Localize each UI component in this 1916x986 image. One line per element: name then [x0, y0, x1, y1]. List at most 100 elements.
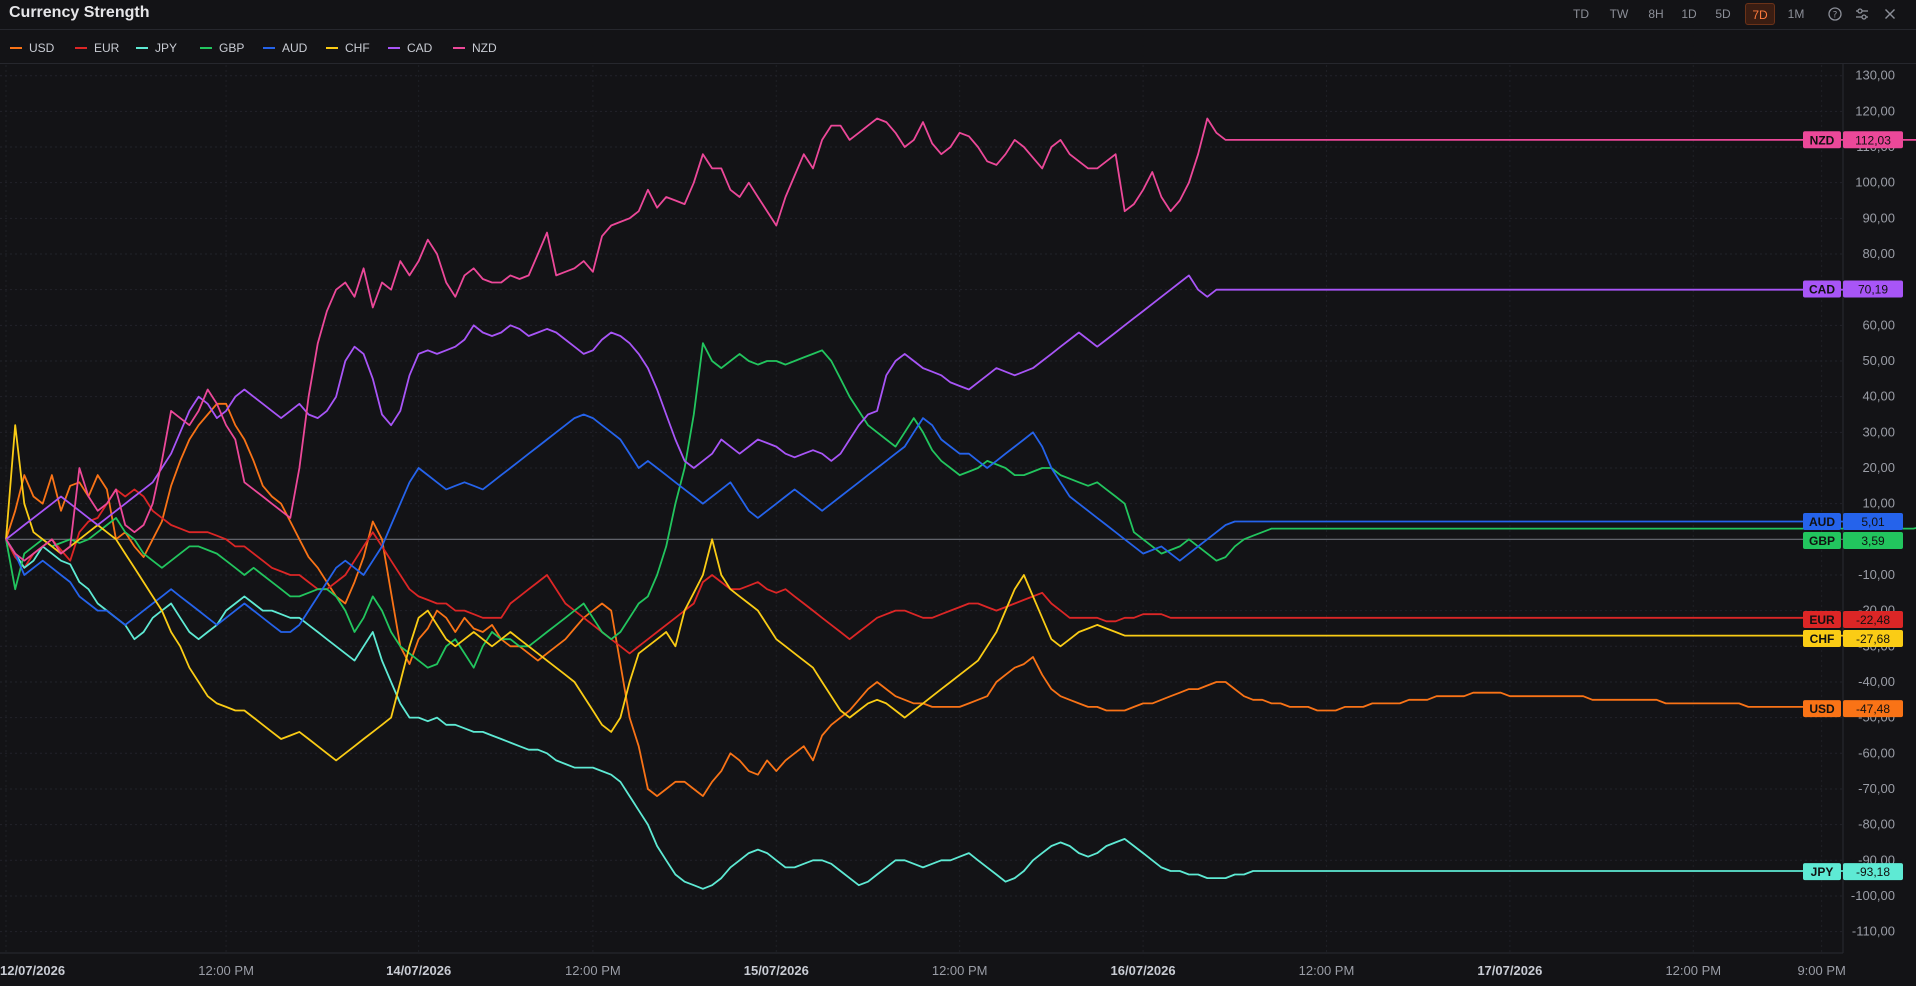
end-name-tag-bg: [1803, 700, 1841, 718]
end-name-tag-bg: [1803, 280, 1841, 298]
end-value-tag-bg: [1843, 131, 1903, 149]
series-line-jpy: [5, 538, 1859, 890]
legend-item-chf[interactable]: CHF: [326, 40, 370, 56]
help-icon[interactable]: ?: [1825, 4, 1845, 24]
y-tick-label: -70,00: [1858, 781, 1895, 796]
y-tick-label: -90,00: [1858, 852, 1895, 867]
x-tick-label: 15/07/2026: [744, 963, 809, 978]
legend-item-cad[interactable]: CAD: [388, 40, 432, 56]
end-value-tag-bg: [1843, 531, 1903, 549]
legend-label: JPY: [155, 41, 178, 55]
end-value-tag: -47,48: [1856, 702, 1890, 716]
legend-label: NZD: [472, 41, 497, 55]
x-tick-label: 16/07/2026: [1111, 963, 1176, 978]
y-tick-label: 110,00: [1856, 139, 1895, 154]
y-tick-label: -80,00: [1858, 817, 1895, 832]
end-name-tag-bg: [1803, 531, 1841, 549]
legend-swatch: [75, 47, 87, 49]
y-tick-label: 30,00: [1862, 424, 1895, 439]
x-tick-label: 12/07/2026: [0, 963, 65, 978]
y-tick-label: -20,00: [1858, 603, 1895, 618]
y-tick-label: -110,00: [1852, 924, 1895, 939]
end-value-tag-bg: [1843, 700, 1903, 718]
series-line-nzd: [5, 117, 1916, 562]
y-tick-label: 80,00: [1862, 246, 1895, 261]
y-tick-label: 100,00: [1855, 175, 1895, 190]
end-value-tag: 3,59: [1861, 534, 1885, 548]
end-name-tag: EUR: [1809, 613, 1835, 627]
legend-label: CAD: [407, 41, 433, 55]
end-value-tag-bg: [1843, 610, 1903, 628]
end-value-tag-bg: [1843, 280, 1903, 298]
legend-label: EUR: [94, 41, 120, 55]
x-tick-label: 9:00 PM: [1797, 963, 1845, 978]
timeframe-1m[interactable]: 1M: [1787, 7, 1805, 21]
y-tick-label: -10,00: [1858, 567, 1895, 582]
legend-swatch: [10, 47, 22, 49]
svg-text:?: ?: [1833, 11, 1838, 21]
y-tick-label: -60,00: [1858, 745, 1895, 760]
end-name-tag-bg: [1803, 131, 1841, 149]
series-line-chf: [5, 424, 1877, 762]
y-tick-label: -30,00: [1858, 638, 1895, 653]
end-value-tag: 5,01: [1861, 515, 1885, 529]
end-name-tag-bg: [1803, 863, 1841, 881]
end-name-tag-bg: [1803, 629, 1841, 647]
x-tick-label: 12:00 PM: [565, 963, 621, 978]
series-line-aud: [5, 413, 1868, 633]
legend-item-usd[interactable]: USD: [10, 40, 54, 56]
end-value-tag: -22,48: [1856, 613, 1890, 627]
y-tick-label: 120,00: [1855, 103, 1895, 118]
end-value-tag: 70,19: [1858, 282, 1888, 296]
y-tick-label: -40,00: [1858, 674, 1895, 689]
end-name-tag: GBP: [1809, 534, 1835, 548]
y-tick-label: -100,00: [1851, 888, 1895, 903]
end-name-tag-bg: [1803, 512, 1841, 530]
timeframe-1d[interactable]: 1D: [1681, 7, 1697, 21]
end-name-tag: CAD: [1809, 282, 1835, 296]
x-tick-label: 12:00 PM: [932, 963, 988, 978]
legend-label: USD: [29, 41, 55, 55]
settings-icon[interactable]: [1852, 4, 1872, 24]
end-name-tag-bg: [1803, 610, 1841, 628]
y-tick-label: 40,00: [1862, 389, 1895, 404]
end-name-tag: USD: [1809, 702, 1835, 716]
end-value-tag: -27,68: [1856, 632, 1890, 646]
legend-swatch: [136, 47, 148, 49]
legend-item-jpy[interactable]: JPY: [136, 40, 177, 56]
legend-item-nzd[interactable]: NZD: [453, 40, 497, 56]
legend-label: AUD: [282, 41, 308, 55]
legend-item-eur[interactable]: EUR: [75, 40, 119, 56]
x-tick-label: 17/07/2026: [1477, 963, 1542, 978]
end-name-tag: CHF: [1810, 632, 1835, 646]
timeframe-td[interactable]: TD: [1573, 7, 1589, 21]
x-tick-label: 12:00 PM: [1299, 963, 1355, 978]
series-line-cad: [5, 274, 1868, 541]
legend-label: CHF: [345, 41, 370, 55]
series-line-usd: [5, 402, 1841, 797]
x-tick-label: 12:00 PM: [1665, 963, 1721, 978]
y-tick-label: 90,00: [1862, 210, 1895, 225]
end-name-tag: AUD: [1809, 515, 1835, 529]
y-tick-label: 60,00: [1862, 317, 1895, 332]
page-title: Currency Strength: [9, 4, 150, 21]
end-value-tag: -93,18: [1856, 865, 1890, 879]
y-tick-label: 20,00: [1862, 460, 1895, 475]
y-tick-label: 10,00: [1862, 496, 1895, 511]
timeframe-tw[interactable]: TW: [1609, 7, 1629, 21]
y-tick-label: 50,00: [1862, 353, 1895, 368]
legend-item-aud[interactable]: AUD: [263, 40, 307, 56]
close-icon[interactable]: [1880, 4, 1900, 24]
timeframe-8h[interactable]: 8H: [1648, 7, 1664, 21]
timeframe-7d[interactable]: 7D: [1745, 3, 1775, 25]
legend-swatch: [326, 47, 338, 49]
end-value-tag-bg: [1843, 512, 1903, 530]
legend-item-gbp[interactable]: GBP: [200, 40, 244, 56]
y-tick-label: 70,00: [1862, 282, 1895, 297]
legend-swatch: [388, 47, 400, 49]
timeframe-5d[interactable]: 5D: [1715, 7, 1731, 21]
header-bar: Currency Strength TD TW 8H 1D 5D 7D 1M ?: [0, 0, 1916, 30]
y-tick-label: -50,00: [1858, 710, 1895, 725]
x-tick-label: 14/07/2026: [386, 963, 451, 978]
